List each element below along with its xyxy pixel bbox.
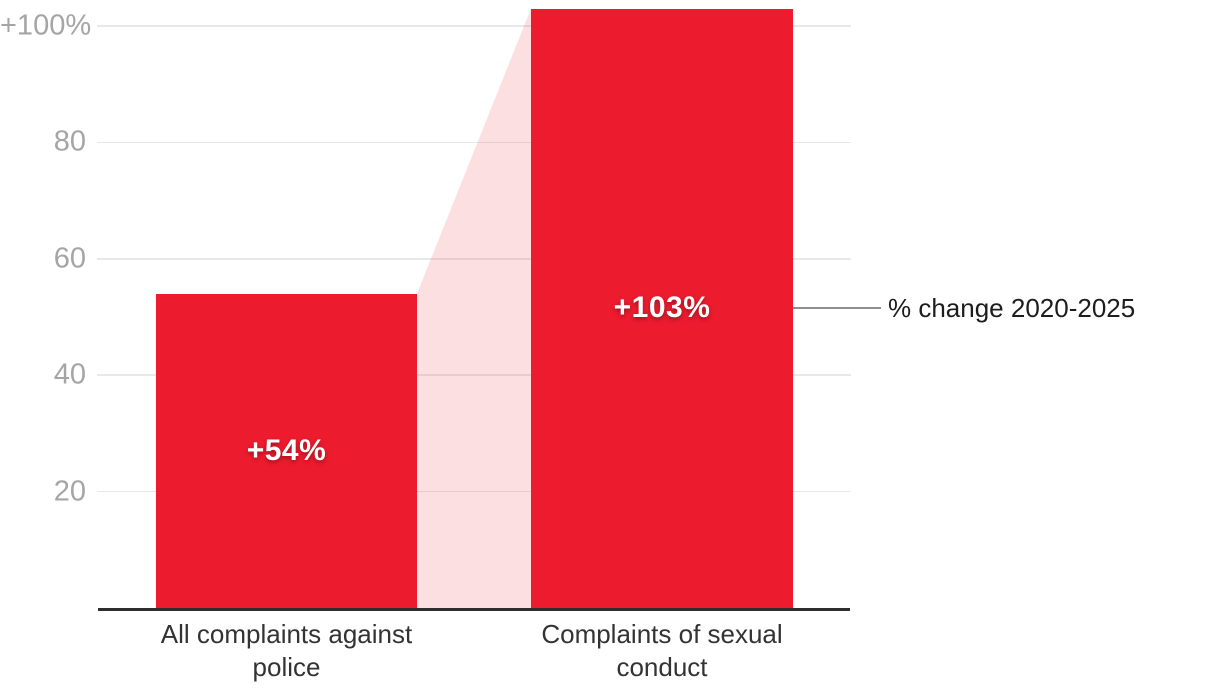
y-axis-tick-label: +100%: [0, 9, 92, 42]
bar-value-label: +103%: [613, 291, 711, 325]
annotation-label: % change 2020-2025: [888, 293, 1136, 324]
y-axis-tick-label: 60: [53, 242, 86, 275]
y-axis-tick-label: 20: [53, 475, 86, 508]
x-axis-label-sexual-conduct: Complaints of sexual conduct: [541, 619, 783, 683]
gridline: [97, 258, 851, 260]
y-axis-tick-label: 40: [53, 358, 86, 391]
bar-value-label: +54%: [246, 433, 327, 467]
gridline: [97, 490, 851, 493]
gridline: [97, 25, 851, 27]
bar-all-complaints: +54%: [156, 293, 417, 608]
x-axis-label-all-complaints: All complaints against police: [160, 619, 413, 683]
y-axis-tick-label: 80: [53, 125, 86, 158]
gridline: [97, 374, 851, 376]
gridline: [97, 141, 851, 144]
connector-band-shape: [417, 8, 531, 609]
bar-sexual-conduct: +103%: [531, 8, 793, 608]
annotation-leader-line: [793, 307, 881, 310]
x-axis-line: [98, 608, 850, 611]
